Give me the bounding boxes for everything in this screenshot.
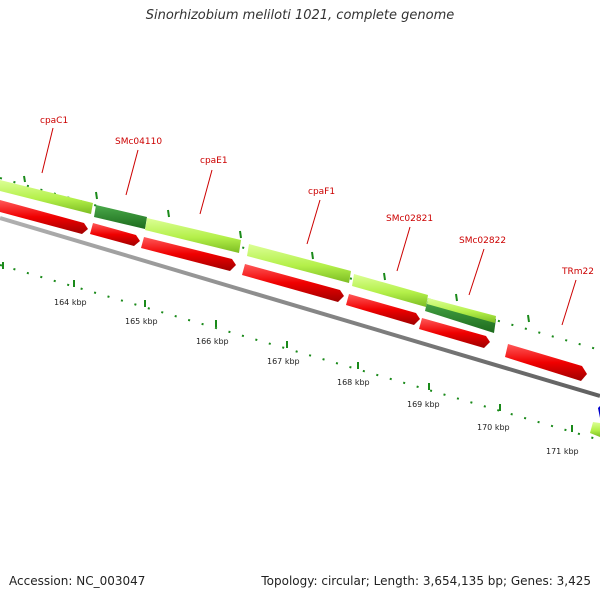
genome-summary-text: Topology: circular; Length: 3,654,135 bp… — [261, 574, 591, 588]
scale-label-170: 170 kbp — [477, 423, 510, 432]
gene-label-TRm22[interactable]: TRm22 — [561, 267, 594, 277]
cds-forward-SMc04110[interactable] — [94, 205, 147, 229]
cds-reverse-7[interactable] — [505, 344, 587, 381]
gene-labels: cpaC1 SMc04110 cpaE1 cpaF1 SMc02821 SMc0… — [40, 116, 594, 277]
gene-label-cpaC1[interactable]: cpaC1 — [40, 116, 68, 126]
scale-label-171: 171 kbp — [546, 447, 579, 456]
scale-labels: 164 kbp 165 kbp 166 kbp 167 kbp 168 kbp … — [54, 298, 579, 456]
gene-label-SMc02821[interactable]: SMc02821 — [386, 214, 433, 224]
cds-forward-cpaC1[interactable] — [0, 180, 93, 214]
inner-major-ticks — [2, 262, 573, 432]
cds-reverse-6[interactable] — [419, 318, 490, 348]
cds-reverse-2[interactable] — [90, 223, 140, 246]
scale-label-168: 168 kbp — [337, 378, 370, 387]
scale-label-167: 167 kbp — [267, 357, 300, 366]
map-title: Sinorhizobium meliloti 1021, complete ge… — [145, 8, 455, 23]
cds-forward-SMc02822-light — [427, 298, 496, 323]
gene-label-leaders — [41, 127, 577, 326]
cds-forward-edge[interactable] — [590, 422, 600, 437]
scale-label-169: 169 kbp — [407, 400, 440, 409]
scale-label-166: 166 kbp — [196, 337, 229, 346]
gene-label-cpaF1[interactable]: cpaF1 — [308, 187, 335, 197]
cds-forward-cpaE1[interactable] — [145, 218, 241, 253]
cds-forward-cpaF1[interactable] — [247, 244, 351, 283]
outer-major-ticks — [23, 175, 530, 323]
gene-label-SMc04110[interactable]: SMc04110 — [115, 137, 162, 147]
genome-backbone — [0, 216, 600, 398]
cds-reverse-4[interactable] — [242, 264, 344, 302]
scale-label-164: 164 kbp — [54, 298, 87, 307]
cds-forward-SMc02821[interactable] — [352, 274, 428, 307]
reverse-cds-track — [0, 200, 587, 381]
scale-label-165: 165 kbp — [125, 317, 158, 326]
cds-reverse-3[interactable] — [141, 237, 236, 271]
cds-reverse-1[interactable] — [0, 200, 88, 234]
cds-reverse-5[interactable] — [346, 294, 420, 325]
accession-text: Accession: NC_003047 — [9, 574, 146, 588]
gene-label-SMc02822[interactable]: SMc02822 — [459, 236, 506, 246]
forward-cds-track — [0, 180, 600, 437]
gene-label-cpaE1[interactable]: cpaE1 — [200, 156, 228, 166]
